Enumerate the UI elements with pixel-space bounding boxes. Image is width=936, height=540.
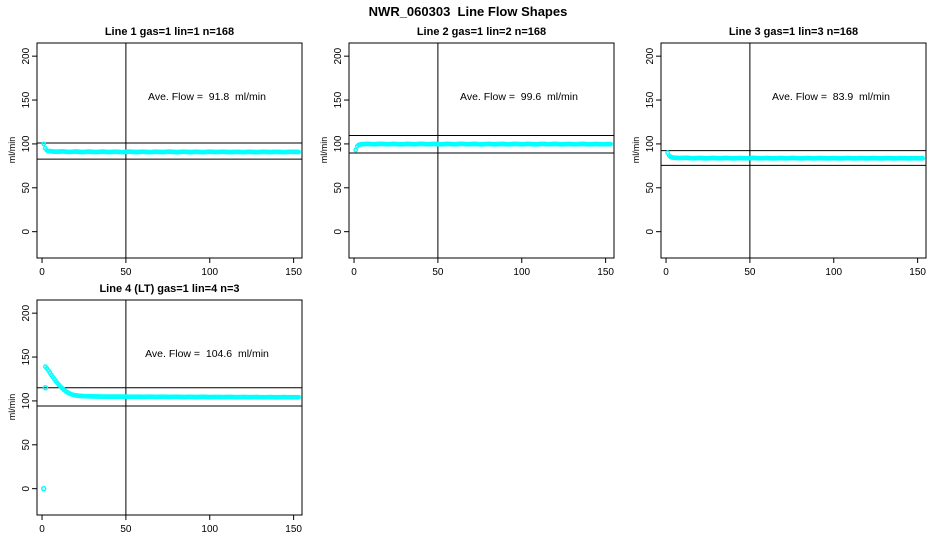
data-points (665, 150, 926, 161)
subplot-title: Line 2 gas=1 lin=2 n=168 (416, 26, 547, 38)
svg-text:50: 50 (21, 182, 32, 194)
svg-text:150: 150 (285, 267, 302, 278)
plot-box (36, 42, 303, 259)
svg-text:50: 50 (645, 182, 656, 194)
plot-area-line-4: 0 50 100 150 0 50 100 150 200 (21, 299, 303, 535)
svg-text:0: 0 (39, 267, 45, 278)
svg-text:0: 0 (333, 228, 344, 234)
subplot-title: Line 4 (LT) gas=1 lin=4 n=3 (99, 283, 240, 295)
y-axis: 0 50 100 150 200 (645, 47, 661, 234)
data-points (41, 141, 302, 155)
plot-area-line-3: 0 50 100 150 0 50 100 150 200 (645, 42, 927, 278)
plot-box (36, 299, 303, 516)
ave-flow-annotation: Ave. Flow = 99.6 ml/min (460, 91, 578, 103)
svg-text:100: 100 (513, 267, 530, 278)
svg-text:0: 0 (21, 485, 32, 491)
x-axis: 0 50 100 150 (39, 515, 302, 535)
svg-text:150: 150 (597, 267, 614, 278)
svg-text:100: 100 (645, 135, 656, 152)
svg-text:150: 150 (333, 91, 344, 108)
figure-title: NWR_060303 Line Flow Shapes (368, 4, 568, 19)
svg-text:150: 150 (285, 524, 302, 535)
svg-text:0: 0 (39, 524, 45, 535)
data-points (353, 141, 614, 153)
y-axis: 0 50 100 150 200 (21, 304, 37, 491)
svg-text:50: 50 (333, 182, 344, 194)
ave-flow-annotation: Ave. Flow = 83.9 ml/min (772, 91, 890, 103)
svg-text:0: 0 (663, 267, 669, 278)
svg-text:100: 100 (201, 267, 218, 278)
svg-text:200: 200 (21, 304, 32, 321)
svg-text:100: 100 (21, 392, 32, 409)
x-axis: 0 50 100 150 (351, 258, 614, 278)
svg-text:150: 150 (21, 348, 32, 365)
svg-text:0: 0 (351, 267, 357, 278)
svg-text:0: 0 (21, 228, 32, 234)
subplot-line-2: Line 2 gas=1 lin=2 n=168 Ave. Flow = 99.… (319, 26, 624, 281)
subplot-title: Line 3 gas=1 lin=3 n=168 (728, 26, 859, 38)
ave-flow-annotation: Ave. Flow = 91.8 ml/min (148, 91, 266, 103)
svg-text:100: 100 (201, 524, 218, 535)
svg-text:200: 200 (333, 47, 344, 64)
subplot-title: Line 1 gas=1 lin=1 n=168 (104, 26, 235, 38)
subplot-line-4: Line 4 (LT) gas=1 lin=4 n=3 Ave. Flow = … (7, 283, 312, 538)
svg-text:50: 50 (21, 439, 32, 451)
svg-text:50: 50 (744, 267, 756, 278)
plot-area-line-1: 0 50 100 150 0 50 100 150 200 (21, 42, 303, 278)
y-axis: 0 50 100 150 200 (21, 47, 37, 234)
svg-text:100: 100 (333, 135, 344, 152)
svg-text:50: 50 (120, 524, 132, 535)
reference-lines (349, 43, 614, 258)
data-points (40, 364, 302, 492)
plot-area-line-2: 0 50 100 150 0 50 100 150 200 (333, 42, 615, 278)
svg-text:150: 150 (21, 91, 32, 108)
svg-text:100: 100 (825, 267, 842, 278)
reference-lines (661, 43, 926, 258)
svg-text:150: 150 (909, 267, 926, 278)
svg-text:100: 100 (21, 135, 32, 152)
svg-text:50: 50 (120, 267, 132, 278)
y-axis: 0 50 100 150 200 (333, 47, 349, 234)
svg-text:200: 200 (21, 47, 32, 64)
subplot-line-1: Line 1 gas=1 lin=1 n=168 Ave. Flow = 91.… (7, 26, 312, 281)
svg-text:150: 150 (645, 91, 656, 108)
ave-flow-annotation: Ave. Flow = 104.6 ml/min (145, 348, 269, 360)
reference-lines (37, 300, 302, 515)
x-axis: 0 50 100 150 (663, 258, 926, 278)
svg-text:200: 200 (645, 47, 656, 64)
plot-box (348, 42, 615, 259)
svg-text:0: 0 (645, 228, 656, 234)
subplot-line-3: Line 3 gas=1 lin=3 n=168 Ave. Flow = 83.… (631, 26, 936, 281)
svg-text:50: 50 (432, 267, 444, 278)
x-axis: 0 50 100 150 (39, 258, 302, 278)
